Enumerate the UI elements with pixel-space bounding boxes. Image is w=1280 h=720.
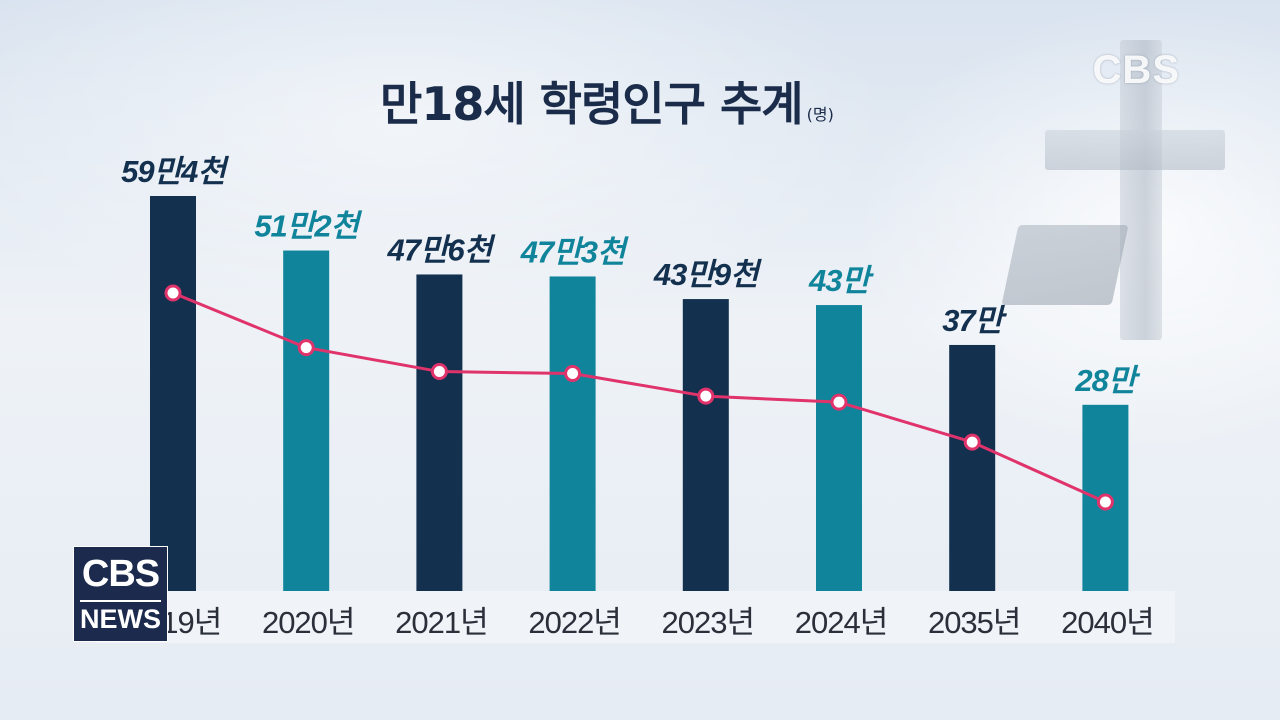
cbs-watermark-logo: CBS xyxy=(1092,48,1180,92)
bar-value-label: 37만 xyxy=(942,303,1007,338)
x-tick-label: 2040년 xyxy=(1061,605,1153,640)
x-tick-label: 2035년 xyxy=(928,605,1020,640)
x-tick-label: 2024년 xyxy=(795,605,887,640)
bar-value-label: 47만3천 xyxy=(520,234,629,269)
bar xyxy=(150,196,196,591)
chart-unit-label: (명) xyxy=(806,105,834,124)
trend-point xyxy=(697,387,715,405)
chart-title: 만18세 학령인구 추계 (명) xyxy=(380,68,940,138)
x-tick-label: 2022년 xyxy=(528,605,620,640)
trend-point xyxy=(963,433,981,451)
bar-value-label: 43만9천 xyxy=(653,257,762,292)
cbs-news-logo-top: CBS xyxy=(81,553,160,595)
bar-value-label: 59만4천 xyxy=(121,154,229,189)
trend-point xyxy=(430,363,448,381)
trend-point xyxy=(297,339,315,357)
trend-point xyxy=(564,365,582,383)
trend-point xyxy=(164,284,182,302)
x-tick-label: 2023년 xyxy=(662,605,754,640)
cbs-news-logo: CBS NEWS xyxy=(73,546,168,642)
x-tick-label: 2021년 xyxy=(395,605,487,640)
bar-value-label: 43만 xyxy=(808,263,874,298)
bar-value-label: 28만 xyxy=(1074,363,1140,398)
cbs-news-logo-divider xyxy=(80,600,161,602)
bar xyxy=(416,274,463,591)
cbs-news-logo-bottom: NEWS xyxy=(80,604,161,634)
bar xyxy=(549,276,596,591)
bar xyxy=(682,299,729,591)
cross-bar-background-image xyxy=(1045,130,1225,170)
bar-value-label: 47만6천 xyxy=(387,232,496,267)
bar xyxy=(283,250,330,591)
bar xyxy=(949,344,996,591)
trend-point xyxy=(830,393,848,411)
cross-background-image xyxy=(1120,40,1162,340)
x-axis-band xyxy=(95,591,1175,643)
trend-line xyxy=(172,291,1107,504)
bar-value-label: 51만2천 xyxy=(254,209,362,244)
trend-point xyxy=(1096,493,1114,511)
bar xyxy=(816,305,862,591)
x-tick-label: 2020년 xyxy=(262,605,354,640)
chart-title-text: 만18세 학령인구 추계 xyxy=(380,77,804,131)
